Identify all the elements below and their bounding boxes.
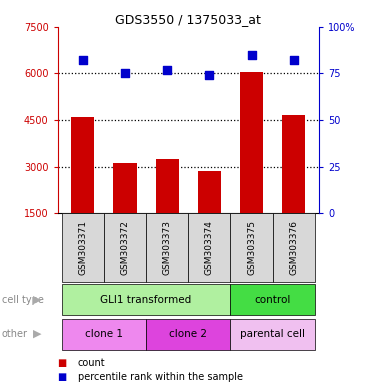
Bar bbox=[104, 213, 146, 282]
Text: ▶: ▶ bbox=[33, 329, 41, 339]
Text: GLI1 transformed: GLI1 transformed bbox=[101, 295, 192, 305]
Text: parental cell: parental cell bbox=[240, 329, 305, 339]
Bar bbox=[71, 117, 94, 213]
Bar bbox=[273, 213, 315, 282]
Text: ▶: ▶ bbox=[33, 295, 41, 305]
Bar bbox=[198, 171, 221, 213]
Text: GSM303376: GSM303376 bbox=[289, 220, 298, 275]
Bar bbox=[240, 72, 263, 213]
Bar bbox=[188, 213, 230, 282]
Point bbox=[80, 57, 86, 63]
Bar bbox=[146, 319, 230, 349]
Text: percentile rank within the sample: percentile rank within the sample bbox=[78, 372, 243, 382]
Point bbox=[291, 57, 297, 63]
Bar bbox=[230, 284, 315, 315]
Point bbox=[206, 72, 212, 78]
Point bbox=[249, 52, 255, 58]
Bar bbox=[230, 213, 273, 282]
Bar bbox=[230, 319, 315, 349]
Title: GDS3550 / 1375033_at: GDS3550 / 1375033_at bbox=[115, 13, 261, 26]
Text: GSM303373: GSM303373 bbox=[163, 220, 172, 275]
Text: clone 2: clone 2 bbox=[169, 329, 207, 339]
Bar bbox=[62, 284, 230, 315]
Bar bbox=[155, 159, 179, 213]
Text: GSM303372: GSM303372 bbox=[121, 220, 129, 275]
Text: GSM303375: GSM303375 bbox=[247, 220, 256, 275]
Text: clone 1: clone 1 bbox=[85, 329, 123, 339]
Text: GSM303374: GSM303374 bbox=[205, 220, 214, 275]
Text: GSM303371: GSM303371 bbox=[78, 220, 87, 275]
Bar bbox=[62, 319, 146, 349]
Text: cell type: cell type bbox=[2, 295, 44, 305]
Point bbox=[164, 67, 170, 73]
Text: count: count bbox=[78, 358, 105, 368]
Bar bbox=[114, 164, 137, 213]
Bar bbox=[146, 213, 188, 282]
Text: ■: ■ bbox=[58, 358, 67, 368]
Bar bbox=[62, 213, 104, 282]
Bar bbox=[282, 115, 305, 213]
Text: other: other bbox=[2, 329, 28, 339]
Point bbox=[122, 70, 128, 76]
Text: control: control bbox=[255, 295, 291, 305]
Text: ■: ■ bbox=[58, 372, 67, 382]
